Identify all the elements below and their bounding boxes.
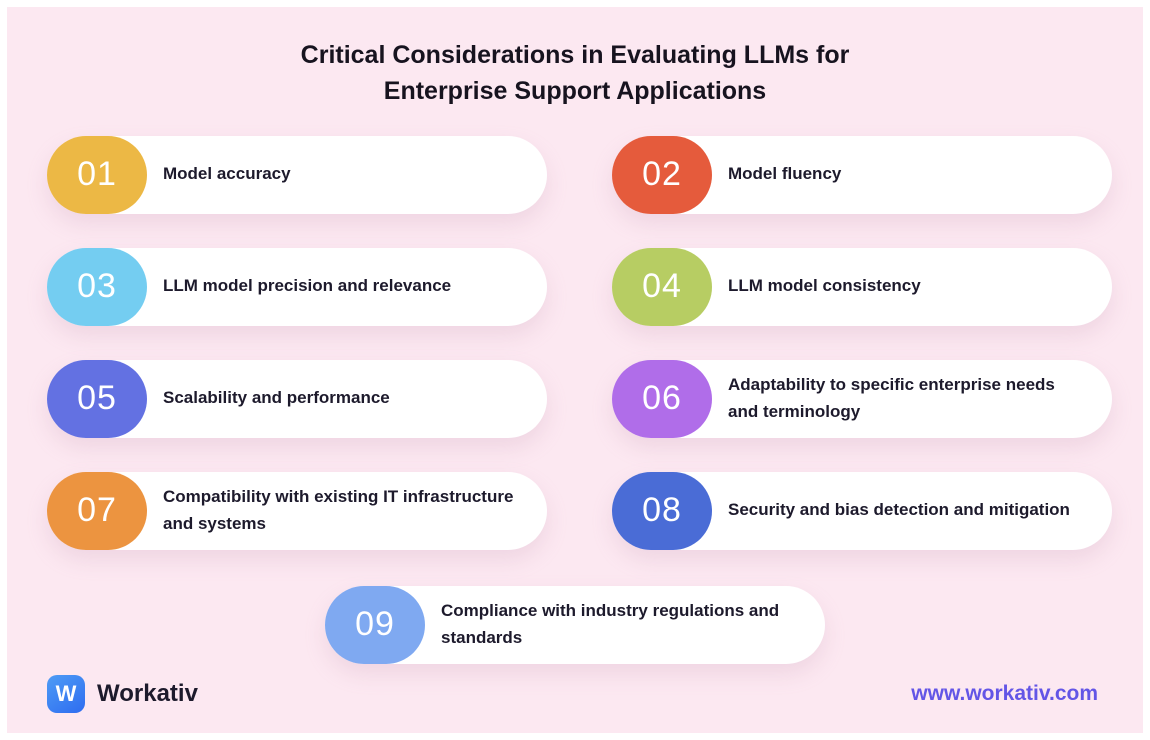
card-number-pill: 04	[612, 247, 712, 326]
consideration-card: 03 LLM model precision and relevance	[47, 247, 547, 326]
page-title: Critical Considerations in Evaluating LL…	[7, 37, 1143, 110]
card-number: 06	[642, 379, 682, 417]
consideration-card: 04 LLM model consistency	[612, 247, 1112, 326]
page-title-line1: Critical Considerations in Evaluating LL…	[300, 41, 850, 69]
card-number: 01	[77, 155, 117, 193]
infographic-canvas: Critical Considerations in Evaluating LL…	[7, 7, 1143, 733]
cards-grid: 01 Model accuracy 02 Model fluency 03 LL…	[7, 135, 1143, 550]
card-number-pill: 02	[612, 135, 712, 214]
consideration-card: 09 Compliance with industry regulations …	[325, 585, 825, 664]
logo-letter: W	[55, 681, 77, 706]
card-number-pill: 03	[47, 247, 147, 326]
website-link[interactable]: www.workativ.com	[911, 682, 1098, 705]
card-number: 02	[642, 155, 682, 193]
consideration-card: 05 Scalability and performance	[47, 359, 547, 438]
card-label: Adaptability to specific enterprise need…	[728, 375, 1055, 421]
card-number: 08	[642, 491, 682, 529]
card-number: 07	[77, 491, 117, 529]
brand-name: Workativ	[97, 680, 198, 707]
consideration-card: 06 Adaptability to specific enterprise n…	[612, 359, 1112, 438]
consideration-card: 07 Compatibility with existing IT infras…	[47, 471, 547, 550]
card-label: LLM model consistency	[728, 276, 921, 296]
card-number-pill: 05	[47, 359, 147, 438]
card-label: Compatibility with existing IT infrastru…	[163, 487, 514, 533]
workativ-logo-icon: W	[47, 675, 85, 713]
consideration-card: 01 Model accuracy	[47, 135, 547, 214]
card-label: Security and bias detection and mitigati…	[728, 500, 1070, 520]
card-label: Model fluency	[728, 164, 842, 184]
card-number: 09	[355, 605, 395, 643]
page-title-line2: Enterprise Support Applications	[383, 77, 767, 106]
consideration-card: 02 Model fluency	[612, 135, 1112, 214]
card-label: LLM model precision and relevance	[163, 276, 452, 296]
card-label: Scalability and performance	[163, 388, 390, 408]
card-number-pill: 09	[325, 585, 425, 664]
brand: W Workativ	[47, 675, 198, 713]
footer: W Workativ www.workativ.com	[47, 675, 1098, 713]
card-number: 04	[642, 267, 682, 305]
card-number-pill: 07	[47, 471, 147, 550]
consideration-card: 08 Security and bias detection and mitig…	[612, 471, 1112, 550]
card-label: Compliance with industry regulations and…	[441, 601, 780, 647]
card-number: 05	[77, 379, 117, 417]
card-label: Model accuracy	[163, 164, 291, 184]
card-number-pill: 06	[612, 359, 712, 438]
card-number-pill: 08	[612, 471, 712, 550]
last-card-row: 09 Compliance with industry regulations …	[7, 585, 1143, 664]
card-number: 03	[77, 267, 117, 305]
card-number-pill: 01	[47, 135, 147, 214]
